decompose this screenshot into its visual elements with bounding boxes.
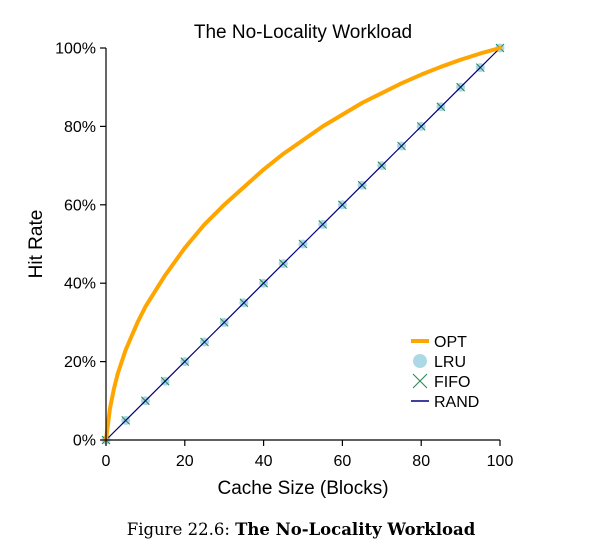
rand-line (105, 47, 501, 441)
y-tick-label: 80% (64, 119, 96, 136)
y-tick-label: 40% (64, 276, 96, 293)
y-tick-label: 60% (64, 197, 96, 214)
x-tick-label: 20 (176, 453, 194, 470)
y-tick-label: 0% (73, 433, 96, 450)
legend-label: RAND (434, 394, 479, 411)
x-tick-label: 80 (412, 453, 430, 470)
chart-title: The No-Locality Workload (194, 22, 412, 43)
opt-line (104, 46, 502, 442)
y-tick-label: 20% (64, 354, 96, 371)
x-tick-label: 60 (334, 453, 352, 470)
x-tick-label: 0 (102, 453, 111, 470)
legend-label: OPT (434, 334, 467, 351)
y-axis-label: Hit Rate (26, 210, 47, 279)
x-tick-label: 100 (487, 453, 514, 470)
figure-caption: Figure 22.6: The No-Locality Workload (0, 520, 602, 539)
y-tick-label: 100% (55, 41, 96, 58)
caption-title: The No-Locality Workload (235, 520, 476, 539)
legend-swatch-lru (413, 354, 427, 368)
chart-svg: The No-Locality Workload 0 20 40 60 80 100 0%… (26, 22, 514, 499)
legend-swatch-fifo (412, 373, 428, 389)
legend: OPT LRU FIFO RAND (411, 334, 479, 411)
caption-prefix: Figure 22.6: (126, 520, 236, 539)
legend-label: LRU (434, 354, 466, 371)
x-axis-label: Cache Size (Blocks) (217, 478, 388, 499)
x-tick-label: 40 (255, 453, 273, 470)
legend-label: FIFO (434, 374, 470, 391)
plot-area (101, 43, 505, 445)
y-ticks: 0% 20% 40% 60% 80% 100% (55, 41, 106, 450)
x-ticks: 0 20 40 60 80 100 (102, 440, 514, 470)
